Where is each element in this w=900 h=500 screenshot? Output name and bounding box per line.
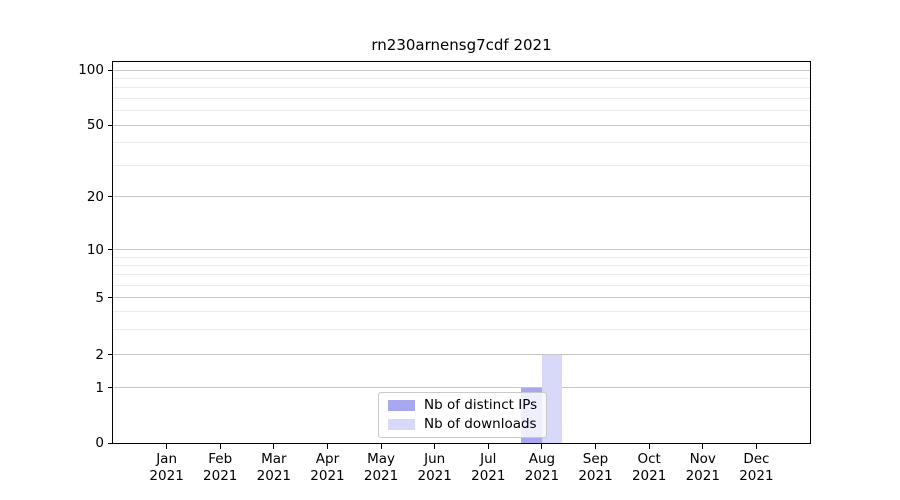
x-tick-label-month: Jun (424, 451, 446, 467)
y-tick-mark (108, 387, 113, 389)
x-tick-label-month: May (367, 451, 396, 467)
x-tick-label-month: Oct (637, 451, 661, 467)
x-tick-label: Nov 2021 (671, 451, 735, 485)
y-tick-label: 5 (95, 289, 104, 306)
x-tick-label: Feb 2021 (188, 451, 252, 485)
major-gridline (113, 249, 810, 251)
y-tick-label: 10 (86, 241, 104, 258)
y-tick-mark (108, 196, 113, 198)
x-tick-label-month: Feb (208, 451, 233, 467)
minor-gridline (113, 264, 810, 266)
x-tick-label-year: 2021 (739, 468, 774, 484)
x-tick-mark (434, 444, 436, 449)
major-gridline (113, 196, 810, 198)
x-tick-mark (326, 444, 328, 449)
x-tick-label-year: 2021 (631, 468, 667, 484)
legend-label: Nb of downloads (424, 416, 537, 432)
y-tick-label: 0 (95, 435, 104, 451)
x-tick-label: Dec 2021 (724, 451, 788, 485)
legend: Nb of distinct IPs Nb of downloads (378, 392, 548, 438)
x-tick-label-year: 2021 (685, 468, 720, 484)
minor-gridline (113, 311, 810, 313)
x-tick-label-year: 2021 (417, 468, 452, 484)
y-tick-mark (108, 442, 113, 444)
x-tick-label: May 2021 (349, 451, 413, 485)
y-tick-mark (108, 297, 113, 299)
y-tick-label: 2 (95, 346, 104, 363)
major-gridline (113, 297, 810, 299)
x-tick-label: Aug 2021 (510, 451, 574, 485)
x-tick-label-month: Apr (315, 451, 340, 467)
major-gridline (113, 69, 810, 71)
x-tick-mark (380, 444, 382, 449)
x-tick-mark (595, 444, 597, 449)
bar-nb-of-downloads (541, 354, 563, 443)
chart-title: rn230arnensg7cdf 2021 (371, 36, 552, 54)
x-tick-label-year: 2021 (203, 468, 238, 484)
x-tick-mark (755, 444, 757, 449)
x-tick-mark (487, 444, 489, 449)
legend-label: Nb of distinct IPs (424, 397, 538, 413)
y-tick-mark (108, 249, 113, 251)
legend-entry: Nb of downloads (388, 416, 537, 433)
minor-gridline (113, 284, 810, 286)
x-tick-label-year: 2021 (256, 468, 292, 484)
y-tick-label: 100 (78, 62, 104, 78)
x-tick-mark (702, 444, 704, 449)
x-tick-label: Sep 2021 (564, 451, 628, 485)
minor-gridline (113, 329, 810, 331)
minor-gridline (113, 97, 810, 99)
x-tick-label-month: Jul (480, 451, 497, 467)
minor-gridline (113, 77, 810, 79)
x-tick-label: Mar 2021 (242, 451, 306, 485)
major-gridline (113, 387, 810, 389)
minor-gridline (113, 87, 810, 89)
y-tick-mark (108, 69, 113, 71)
x-tick-label-year: 2021 (471, 468, 506, 484)
x-tick-label-year: 2021 (310, 468, 345, 484)
minor-gridline (113, 142, 810, 144)
x-tick-label-month: Mar (261, 451, 287, 467)
x-tick-label-month: Aug (528, 451, 556, 467)
plot-area (112, 61, 811, 444)
x-tick-mark (648, 444, 650, 449)
minor-gridline (113, 274, 810, 276)
x-tick-label-year: 2021 (524, 468, 560, 484)
x-tick-label: Oct 2021 (617, 451, 681, 485)
x-tick-label-year: 2021 (578, 468, 613, 484)
y-tick-mark (108, 354, 113, 356)
y-tick-label: 50 (86, 117, 104, 134)
x-tick-label-month: Sep (582, 451, 609, 467)
legend-swatch (388, 419, 415, 430)
minor-gridline (113, 110, 810, 112)
minor-gridline (113, 256, 810, 258)
x-tick-mark (219, 444, 221, 449)
major-gridline (113, 124, 810, 126)
x-tick-label-month: Jan (156, 451, 178, 467)
y-tick-label: 1 (95, 379, 104, 396)
x-tick-label: Apr 2021 (295, 451, 359, 485)
x-tick-label-month: Dec (743, 451, 770, 467)
y-tick-mark (108, 124, 113, 126)
x-tick-label-month: Nov (689, 451, 716, 467)
x-tick-label: Jun 2021 (403, 451, 467, 485)
legend-entry: Nb of distinct IPs (388, 397, 537, 414)
y-tick-label: 20 (86, 188, 104, 205)
x-tick-label-year: 2021 (149, 468, 184, 484)
minor-gridline (113, 164, 810, 166)
x-tick-mark (541, 444, 543, 449)
x-tick-label-year: 2021 (363, 468, 399, 484)
major-gridline (113, 354, 810, 356)
x-tick-mark (273, 444, 275, 449)
x-tick-label: Jul 2021 (456, 451, 520, 485)
legend-swatch (388, 400, 415, 411)
x-tick-label: Jan 2021 (135, 451, 199, 485)
x-tick-mark (166, 444, 168, 449)
